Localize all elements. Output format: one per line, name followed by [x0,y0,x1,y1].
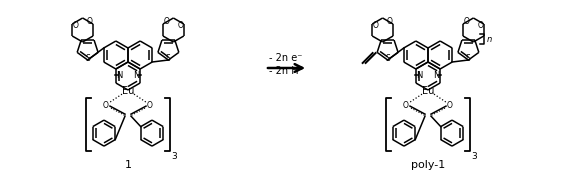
Text: N: N [133,71,140,79]
Text: S: S [86,54,90,63]
Text: N: N [116,71,123,79]
Text: O: O [372,21,378,30]
Text: O: O [147,101,153,110]
Text: O: O [447,101,453,110]
Text: O: O [86,17,92,25]
Text: poly-1: poly-1 [411,160,445,170]
Text: O: O [72,21,78,30]
Text: S: S [385,54,390,63]
Text: 1: 1 [124,160,132,170]
Text: O: O [103,101,109,110]
Text: n: n [486,35,491,44]
Text: O: O [178,21,184,30]
Text: Eu: Eu [122,86,134,96]
Text: Eu: Eu [422,86,434,96]
Text: 3: 3 [171,152,177,161]
Text: - 2n e⁻: - 2n e⁻ [269,53,303,63]
Text: O: O [164,17,170,25]
Text: N: N [433,71,440,79]
Text: N: N [416,71,422,79]
Text: S: S [466,54,471,63]
Text: O: O [386,17,392,25]
Text: O: O [464,17,470,25]
Text: S: S [166,54,171,63]
Text: O: O [403,101,409,110]
Text: O: O [478,21,483,30]
Text: - 2n H⁺: - 2n H⁺ [268,66,303,76]
Text: 3: 3 [471,152,477,161]
